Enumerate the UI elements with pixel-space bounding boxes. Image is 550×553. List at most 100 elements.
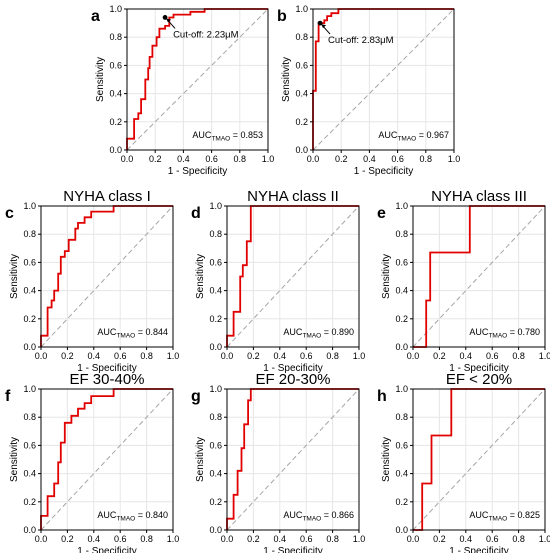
auc-value: = 0.780 [507, 327, 540, 337]
y-tick-label: 0.2 [295, 117, 308, 127]
roc-curve [40, 205, 173, 347]
x-tick-label: 0.8 [234, 154, 247, 164]
x-tick-label: 0.0 [221, 351, 234, 361]
panel-letter: f [5, 388, 11, 405]
x-tick-label: 1.0 [448, 154, 461, 164]
auc-value: = 0.844 [135, 327, 168, 337]
auc-label: AUCTMAO = 0.890 [283, 327, 354, 340]
x-axis-title: 1 - Specificity [263, 546, 322, 553]
panel-letter: d [191, 205, 201, 222]
x-tick-label: 0.0 [221, 534, 234, 544]
y-tick-label: 0.0 [395, 525, 408, 535]
y-tick-label: 0.8 [295, 32, 308, 42]
x-tick-label: 0.2 [61, 534, 74, 544]
y-tick-label: 0.2 [23, 497, 36, 507]
reference-diagonal [226, 205, 360, 348]
auc-prefix: AUC [192, 130, 212, 140]
y-tick-label: 0.6 [23, 440, 36, 450]
roc-curve [40, 388, 173, 530]
y-tick-label: 0.8 [395, 412, 408, 422]
x-axis-title: 1 - Specificity [449, 546, 508, 553]
x-tick-label: 1.0 [167, 534, 180, 544]
cutoff-arrowhead [321, 24, 327, 29]
roc-curve [413, 205, 545, 348]
plot-frame [312, 8, 455, 151]
y-tick-label: 0.6 [209, 257, 222, 267]
panel-h: 0.0 0.2 0.4 0.6 0.8 1.0 0.0 0.2 0.4 0.6 0.8 1.0 1 - … [377, 371, 550, 553]
auc-value: = 0.866 [321, 510, 354, 520]
panel-letter: c [5, 205, 14, 222]
auc-label: AUCTMAO = 0.844 [97, 327, 168, 340]
x-axis-title: 1 - Specificity [168, 166, 227, 177]
y-tick-label: 0.2 [109, 117, 122, 127]
y-axis-title: Sensitivity [195, 254, 206, 299]
x-tick-label: 1.0 [353, 351, 366, 361]
auc-prefix: AUC [97, 510, 117, 520]
x-tick-label: 0.6 [486, 351, 499, 361]
reference-diagonal [40, 388, 174, 531]
x-tick-label: 0.4 [177, 154, 190, 164]
x-tick-label: 1.0 [167, 351, 180, 361]
cutoff-point [162, 15, 168, 20]
auc-subscript: TMAO [397, 136, 416, 143]
y-tick-label: 0.0 [295, 145, 308, 155]
x-tick-label: 0.4 [460, 351, 473, 361]
plot-frame [226, 205, 360, 348]
x-tick-label: 0.0 [35, 534, 48, 544]
x-tick-label: 0.6 [205, 154, 218, 164]
auc-subscript: TMAO [488, 333, 507, 340]
x-tick-label: 0.0 [307, 154, 320, 164]
auc-subscript: TMAO [116, 516, 135, 523]
y-axis-title: Sensitivity [9, 437, 20, 482]
auc-prefix: AUC [283, 510, 303, 520]
y-tick-label: 1.0 [109, 4, 122, 14]
x-tick-label: 0.8 [140, 351, 153, 361]
x-tick-label: 0.6 [300, 351, 313, 361]
x-tick-label: 0.6 [114, 351, 127, 361]
auc-subscript: TMAO [116, 333, 135, 340]
auc-prefix: AUC [97, 327, 117, 337]
y-tick-label: 0.0 [209, 342, 222, 352]
reference-diagonal [312, 8, 455, 151]
y-tick-label: 0.4 [395, 286, 408, 296]
y-tick-label: 0.0 [395, 342, 408, 352]
panel-a: 0.0 0.2 0.4 0.6 0.8 1.0 0.0 0.2 0.4 0.6 0.8 1.0 1 - … [91, 4, 274, 177]
y-tick-label: 0.4 [109, 89, 122, 99]
panel-title: NYHA class II [247, 188, 339, 205]
auc-label: AUCTMAO = 0.825 [469, 510, 540, 523]
x-tick-label: 0.8 [512, 351, 525, 361]
x-tick-label: 0.0 [407, 534, 420, 544]
y-tick-label: 0.6 [395, 440, 408, 450]
panel-letter: b [277, 8, 287, 25]
x-tick-label: 1.0 [353, 534, 366, 544]
auc-value: = 0.840 [135, 510, 168, 520]
plot-frame [412, 205, 546, 348]
y-axis-title: Sensitivity [381, 437, 392, 482]
y-tick-label: 1.0 [23, 201, 36, 211]
auc-prefix: AUC [469, 510, 489, 520]
x-tick-label: 0.0 [35, 351, 48, 361]
panel-g: 0.0 0.2 0.4 0.6 0.8 1.0 0.0 0.2 0.4 0.6 0.8 1.0 1 - … [191, 371, 365, 553]
roc-curve [226, 388, 359, 530]
x-axis-title: 1 - Specificity [354, 166, 413, 177]
plot-frame [40, 205, 174, 348]
y-tick-label: 0.4 [295, 89, 308, 99]
x-tick-label: 0.8 [140, 534, 153, 544]
y-tick-label: 0.6 [209, 440, 222, 450]
auc-subscript: TMAO [302, 333, 321, 340]
panel-e: 0.0 0.2 0.4 0.6 0.8 1.0 0.0 0.2 0.4 0.6 0.8 1.0 1 - … [377, 188, 550, 374]
y-tick-label: 1.0 [395, 384, 408, 394]
x-tick-label: 1.0 [539, 351, 550, 361]
x-tick-label: 0.2 [335, 154, 348, 164]
y-tick-label: 0.8 [23, 412, 36, 422]
auc-label: AUCTMAO = 0.967 [378, 130, 449, 143]
y-tick-label: 0.6 [295, 60, 308, 70]
x-tick-label: 0.4 [363, 154, 376, 164]
reference-diagonal [126, 8, 269, 151]
x-tick-label: 0.6 [114, 534, 127, 544]
x-tick-label: 0.4 [460, 534, 473, 544]
auc-prefix: AUC [283, 327, 303, 337]
auc-subscript: TMAO [302, 516, 321, 523]
y-tick-label: 0.4 [395, 469, 408, 479]
y-tick-label: 0.2 [395, 497, 408, 507]
